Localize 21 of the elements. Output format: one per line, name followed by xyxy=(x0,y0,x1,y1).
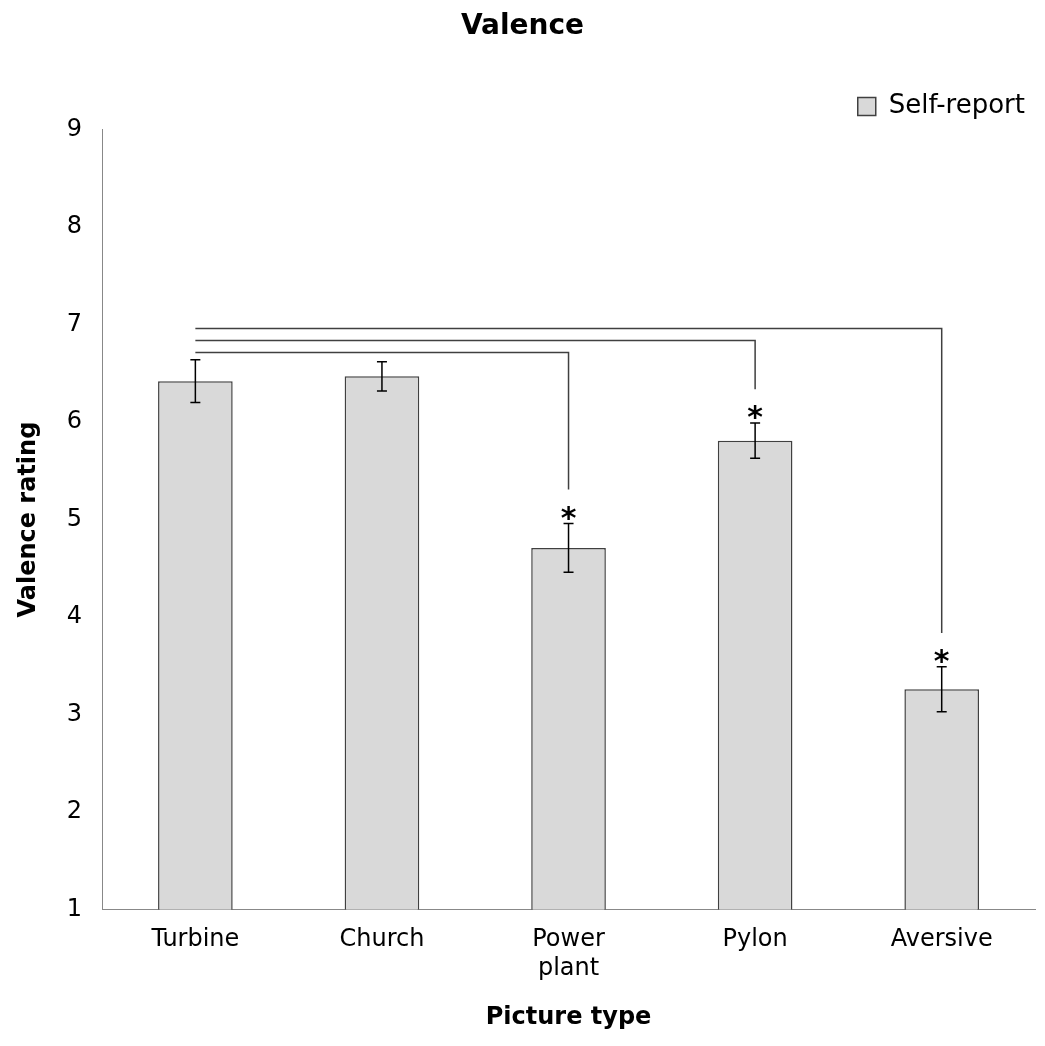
y-tick-label: 4 xyxy=(66,601,83,630)
legend-label: Self-report xyxy=(888,89,1025,120)
annotation: * xyxy=(747,399,764,435)
y-tick-label: 9 xyxy=(66,113,83,142)
y-axis-title: Valence rating xyxy=(12,421,41,618)
x-tick-label: Pylon xyxy=(722,924,788,953)
x-tick-label: Power plant xyxy=(532,924,605,982)
y-tick-label: 3 xyxy=(66,698,83,727)
x-tick-label: Aversive xyxy=(890,924,993,953)
y-tick-label: 6 xyxy=(66,406,83,435)
y-tick-label: 8 xyxy=(66,211,83,240)
y-tick-label: 1 xyxy=(66,893,83,922)
x-tick-label: Turbine xyxy=(150,924,240,953)
annotation: * xyxy=(933,642,950,678)
x-axis-title: Picture type xyxy=(485,1001,652,1030)
y-tick-label: 2 xyxy=(66,796,83,825)
y-tick-label: 5 xyxy=(66,503,83,532)
annotation: * xyxy=(560,499,577,535)
x-tick-label: Church xyxy=(339,924,425,953)
chart-title: Valence xyxy=(460,8,585,42)
y-tick-label: 7 xyxy=(66,308,83,337)
